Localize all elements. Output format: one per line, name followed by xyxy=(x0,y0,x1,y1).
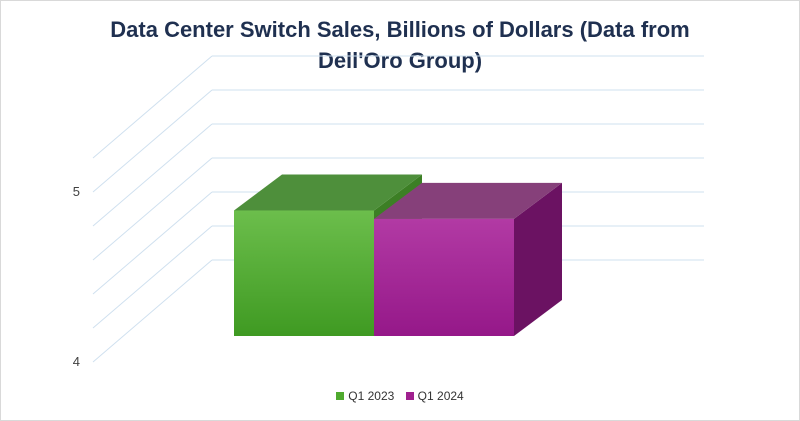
bar-side-face xyxy=(514,182,562,336)
bar-front-face xyxy=(234,210,374,336)
legend-label-q1-2024: Q1 2024 xyxy=(417,389,464,403)
legend-item-q1-2023: Q1 2023 xyxy=(336,389,394,403)
bar-top-face xyxy=(374,182,562,219)
legend-swatch-q1-2023 xyxy=(336,392,345,400)
legend-swatch-q1-2024 xyxy=(405,392,414,400)
gridline-side xyxy=(92,259,213,363)
chart-title-line-2: Dell'Oro Group) xyxy=(317,48,483,73)
legend-label-q1-2023: Q1 2023 xyxy=(348,389,395,403)
gridline-side xyxy=(92,157,213,261)
bar-front-face xyxy=(374,218,514,336)
chart-title-line-1: Data Center Switch Sales, Billions of Do… xyxy=(110,17,690,42)
gridline-side xyxy=(92,123,213,227)
y-tick-label: 4 xyxy=(73,354,80,369)
gridline-side xyxy=(92,55,213,159)
gridline-side xyxy=(92,225,213,329)
gridline-side xyxy=(92,191,213,295)
chart-title: Data Center Switch Sales, Billions of Do… xyxy=(0,14,800,76)
bar-q1-2024 xyxy=(374,182,562,336)
y-tick-label: 5 xyxy=(73,184,80,199)
legend-item-q1-2024: Q1 2024 xyxy=(405,389,464,403)
gridline-side xyxy=(92,89,213,193)
bar-top-face xyxy=(234,174,422,211)
chart-legend: Q1 2023 Q1 2024 xyxy=(0,389,800,403)
